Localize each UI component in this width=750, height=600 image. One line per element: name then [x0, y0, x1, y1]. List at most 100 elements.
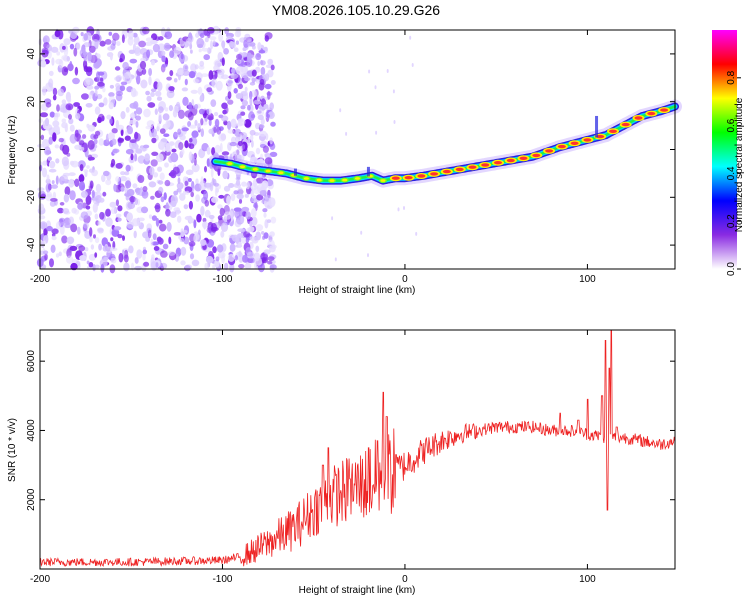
noise-speckle [228, 183, 235, 188]
noise-speckle [175, 207, 181, 216]
noise-speckle [235, 66, 244, 75]
noise-speckle [127, 201, 136, 210]
ridge-blob-core [468, 165, 477, 169]
noise-speckle [122, 72, 128, 82]
noise-speckle [177, 215, 182, 223]
noise-speckle [164, 162, 169, 168]
noise-speckle [161, 27, 166, 37]
noise-speckle [205, 255, 214, 264]
noise-speckle [217, 251, 226, 259]
noise-speckle [260, 59, 264, 66]
noise-speckle [258, 130, 267, 137]
noise-speckle [233, 207, 242, 212]
noise-speckle [180, 231, 185, 238]
noise-speckle [68, 114, 72, 120]
noise-speckle [213, 126, 217, 134]
noise-speckle [63, 38, 71, 46]
noise-speckle [249, 129, 256, 136]
noise-speckle [270, 121, 276, 127]
noise-speckle [102, 87, 106, 93]
noise-speckle [150, 261, 158, 271]
noise-speckle [94, 85, 100, 90]
noise-speckle [51, 235, 57, 241]
noise-speckle [259, 78, 265, 85]
noise-speckle [244, 77, 251, 82]
noise-speckle [69, 160, 75, 166]
noise-speckle [60, 174, 68, 182]
noise-speckle [266, 114, 270, 118]
noise-speckle [191, 259, 200, 267]
noise-speckle [127, 126, 133, 135]
noise-speckle [113, 183, 117, 192]
noise-speckle [85, 205, 91, 210]
noise-speckle [54, 30, 61, 38]
noise-speckle [63, 193, 70, 203]
noise-speckle [187, 178, 192, 182]
snr-marks [39, 329, 676, 567]
noise-speckle [188, 241, 196, 247]
ridge-blob-core [380, 179, 386, 182]
noise-speckle [47, 156, 52, 161]
noise-speckle [189, 253, 195, 260]
noise-speckle [135, 148, 143, 154]
noise-speckle [257, 42, 262, 51]
noise-speckle [208, 70, 214, 80]
noise-speckle [250, 208, 257, 218]
snr-xtick-label: -100 [212, 574, 232, 585]
noise-speckle [270, 216, 277, 224]
noise-speckle [94, 237, 100, 244]
noise-speckle [44, 253, 48, 261]
noise-speckle [129, 139, 137, 144]
noise-speckle [94, 89, 98, 97]
noise-speckle [199, 94, 204, 103]
noise-speckle [122, 61, 129, 70]
noise-speckle [249, 134, 254, 142]
noise-speckle [159, 262, 168, 269]
noise-speckle [184, 140, 189, 149]
noise-speckle [69, 60, 73, 71]
noise-speckle [109, 247, 118, 252]
noise-speckle [173, 190, 179, 196]
noise-speckle [230, 73, 239, 80]
noise-speckle [88, 262, 94, 268]
noise-speckle [172, 166, 180, 175]
noise-speckle [249, 81, 256, 86]
noise-speckle [57, 88, 65, 97]
noise-speckle [142, 186, 148, 192]
noise-speckle [191, 130, 199, 138]
noise-speckle [95, 183, 102, 193]
noise-speckle [200, 176, 204, 185]
noise-speckle [227, 120, 232, 130]
noise-speckle [144, 153, 150, 162]
noise-speckle [246, 251, 255, 259]
noise-speckle [88, 92, 92, 100]
noise-speckle [262, 235, 266, 240]
noise-speckle [187, 111, 194, 121]
noise-speckle [224, 27, 230, 35]
noise-speckle [120, 128, 124, 137]
noise-speckle [213, 182, 219, 187]
noise-speckle [103, 170, 110, 177]
noise-speckle [270, 64, 275, 71]
noise-speckle [98, 138, 105, 146]
noise-speckle [176, 182, 184, 190]
ridge-blob-core [494, 161, 502, 165]
noise-speckle [74, 144, 82, 150]
noise-speckle [98, 243, 102, 251]
noise-speckle [120, 111, 126, 120]
noise-speckle [244, 262, 252, 270]
noise-speckle [94, 213, 99, 220]
noise-speckle [162, 63, 168, 68]
noise-speckle [94, 264, 100, 269]
noise-speckle [212, 264, 216, 270]
noise-speckle [269, 231, 275, 238]
noise-speckle [123, 262, 130, 272]
noise-speckle [167, 142, 173, 153]
noise-speckle [109, 52, 113, 61]
noise-speckle [50, 198, 58, 202]
noise-speckle [155, 90, 162, 97]
noise-speckle [162, 243, 169, 250]
noise-speckle [248, 226, 255, 233]
noise-speckle [269, 137, 274, 145]
noise-speckle [91, 190, 95, 198]
